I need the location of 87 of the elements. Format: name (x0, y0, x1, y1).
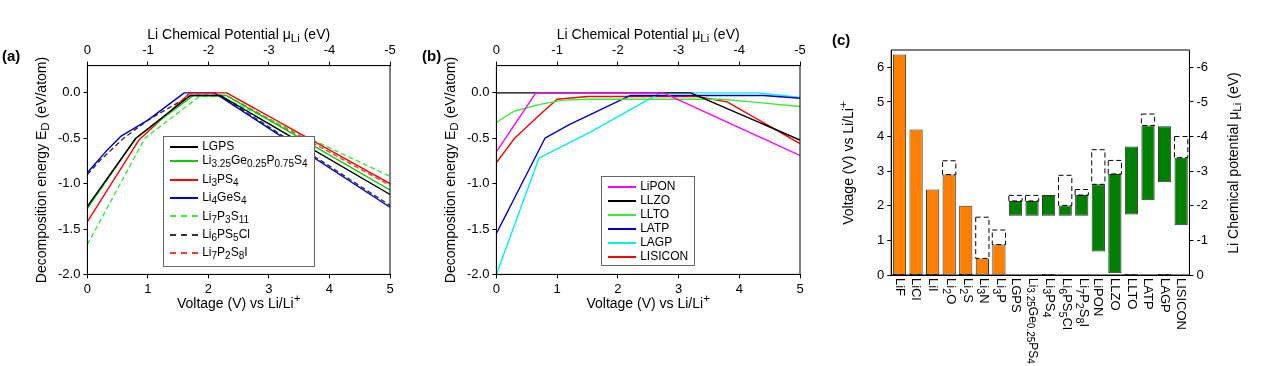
y-tick-label: -0.5 (57, 129, 81, 145)
x2-tick-label: 0 (492, 42, 501, 58)
x2-tick-label: -4 (733, 42, 746, 58)
x2-axis-title: Li Chemical Potential μ$_{Li}$ (eV) (556, 25, 740, 45)
y-tick-label: -1.0 (466, 175, 490, 191)
x-tick-label: 2 (614, 280, 622, 296)
x-tick-label: 2 (204, 280, 213, 296)
x-tick-label: 3 (265, 280, 273, 296)
legend-label: LLTO (640, 207, 670, 222)
chart-title: (c) (832, 31, 851, 49)
bar (991, 229, 1007, 246)
bar (975, 216, 990, 259)
bar (1008, 194, 1023, 202)
y2-tick-label: 0 (1196, 266, 1204, 282)
legend-label: Li$_{7}$P$_{3}$S$_{11}$ (202, 208, 250, 225)
legend-label: Li$_{6}$PS$_{5}$Cl (202, 226, 251, 244)
x-tick-label: LAGP (1157, 278, 1173, 313)
y2-tick-label: -1 (1196, 231, 1208, 247)
bar (1024, 194, 1040, 202)
x2-tick-label: 0 (83, 42, 92, 58)
x-tick-label: 0 (492, 280, 501, 296)
bar (1107, 159, 1123, 175)
x-tick-label: LATP (1140, 278, 1157, 310)
x-tick-label: 3 (674, 280, 683, 296)
bar (1140, 113, 1156, 126)
y-tick-label: 0.0 (471, 84, 490, 100)
x2-tick-label: -3 (263, 42, 275, 58)
legend-label: LATP (640, 221, 670, 236)
chart-title: (b) (422, 46, 442, 65)
chart-title: (a) (2, 46, 21, 65)
legend-label: LISICON (640, 249, 689, 264)
y-tick-label: -0.5 (466, 129, 490, 145)
bar (1058, 174, 1073, 206)
y-tick-label: 3 (877, 162, 885, 178)
bar (942, 160, 957, 176)
y-tick-label: 5 (877, 93, 885, 109)
y2-tick-label: -5 (1196, 93, 1208, 109)
y-tick-label: 6 (877, 58, 885, 74)
line-series (87, 95, 390, 246)
legend-label: Li$_{7}$P$_{2}$S$_{8}$I (202, 245, 248, 262)
y-tick-label: -2.0 (466, 265, 490, 281)
x-tick-label: LISICON (1174, 278, 1190, 331)
y-tick-label: 0 (877, 266, 885, 282)
legend-label: LGPS (202, 139, 235, 154)
x2-tick-label: -2 (202, 42, 215, 58)
x-tick-label: LiF (892, 278, 908, 297)
y-tick-label: 1 (877, 231, 885, 247)
x-tick-label: 5 (796, 280, 804, 296)
x-tick-label: LiI (925, 278, 941, 292)
x2-tick-label: -3 (672, 42, 685, 58)
x-tick-label: 1 (553, 280, 561, 296)
legend-label: Li$_{4}$GeS$_{4}$ (202, 190, 247, 207)
legend-label: LLZO (640, 193, 671, 208)
legend-label: LiPON (640, 179, 676, 194)
x-tick-label: 0 (83, 280, 92, 296)
x2-tick-label: -1 (551, 42, 563, 58)
y-tick-label: -1.0 (57, 175, 81, 191)
y2-tick-label: -2 (1196, 197, 1208, 213)
x2-tick-label: -4 (323, 42, 336, 58)
legend-label: LAGP (640, 235, 673, 250)
x-tick-label: 5 (386, 280, 394, 296)
x-tick-label: LGPS (1008, 278, 1024, 313)
y-tick-label: 2 (877, 197, 885, 213)
legend-label: Li$_{3.25}$Ge$_{0.25}$P$_{0.75}$S$_{4}$ (202, 153, 308, 170)
y-tick-label: 0.0 (62, 84, 81, 100)
x-tick-label: 4 (735, 280, 743, 296)
legend-label: Li$_{3}$PS$_{4}$ (202, 171, 239, 189)
x2-tick-label: -5 (384, 42, 396, 58)
y-tick-label: -2.0 (57, 265, 81, 281)
x2-tick-label: -5 (794, 42, 806, 58)
y-tick-label: -1.5 (466, 220, 490, 236)
bar (1091, 149, 1106, 185)
x2-tick-label: -1 (142, 42, 154, 58)
x-tick-label: LiPON (1091, 278, 1107, 317)
y2-tick-label: -6 (1196, 58, 1208, 74)
x-tick-label: 1 (144, 280, 152, 296)
y2-tick-label: -4 (1196, 128, 1208, 144)
y-tick-label: -1.5 (57, 220, 81, 236)
x-tick-label: LLZO (1107, 278, 1124, 311)
bar (1074, 189, 1089, 196)
y2-tick-label: -3 (1196, 162, 1208, 178)
x2-axis-title: Li Chemical Potential μ$_{Li}$ (eV) (147, 25, 331, 45)
x-tick-label: 4 (325, 280, 334, 296)
x-tick-label: LiCl (908, 278, 925, 301)
y-tick-label: 4 (877, 128, 885, 144)
x-tick-label: LLTO (1124, 278, 1140, 310)
x2-tick-label: -2 (612, 42, 624, 58)
